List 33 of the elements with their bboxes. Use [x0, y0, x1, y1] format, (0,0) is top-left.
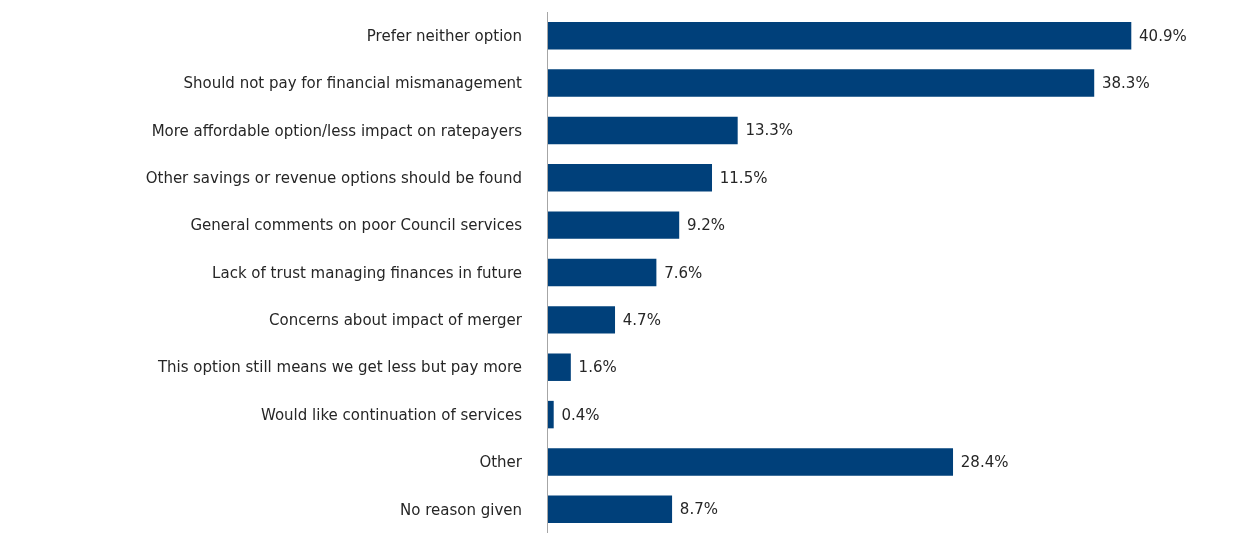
- y-tick-label: Concerns about impact of merger: [269, 311, 523, 330]
- data-label: 38.3%: [1097, 74, 1150, 93]
- y-tick-label: Prefer neither option: [366, 26, 522, 45]
- y-tick-label: General comments on poor Council services: [190, 216, 523, 235]
- bar: [548, 211, 680, 239]
- y-tick-label: Would like continuation of services: [260, 405, 523, 424]
- y-tick-label: Lack of trust managing finances in future: [212, 263, 522, 282]
- bar: [548, 495, 673, 524]
- y-tick-label: This option still means we get less but pay more: [156, 358, 522, 377]
- data-label: 8.7%: [675, 500, 718, 519]
- bar: [548, 306, 616, 334]
- bar: [548, 448, 954, 476]
- bar: [548, 400, 554, 429]
- bar: [548, 353, 571, 381]
- bar: [548, 164, 713, 192]
- data-label: 11.5%: [715, 168, 768, 187]
- y-tick-label: Should not pay for financial mismanagement: [183, 74, 523, 93]
- y-tick-label: Other: [479, 453, 523, 472]
- data-label: 9.2%: [682, 216, 726, 235]
- data-label: 13.3%: [740, 121, 794, 140]
- data-label: 4.7%: [618, 310, 661, 329]
- bar: [548, 21, 1132, 50]
- bar: [548, 69, 1095, 97]
- bar: [548, 116, 738, 145]
- data-label: 0.4%: [556, 405, 600, 424]
- data-label: 40.9%: [1134, 26, 1187, 45]
- data-label: 1.6%: [573, 358, 617, 377]
- y-tick-label: Other savings or revenue options should be found: [145, 169, 522, 188]
- data-label: 7.6%: [659, 263, 703, 282]
- bar: [548, 258, 657, 287]
- y-tick-label: No reason given: [400, 500, 522, 519]
- data-label: 28.4%: [956, 452, 1009, 471]
- y-tick-label: More affordable option/less impact on ratepayers: [151, 121, 523, 140]
